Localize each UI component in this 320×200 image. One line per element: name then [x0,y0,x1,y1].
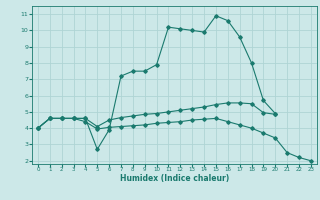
X-axis label: Humidex (Indice chaleur): Humidex (Indice chaleur) [120,174,229,183]
